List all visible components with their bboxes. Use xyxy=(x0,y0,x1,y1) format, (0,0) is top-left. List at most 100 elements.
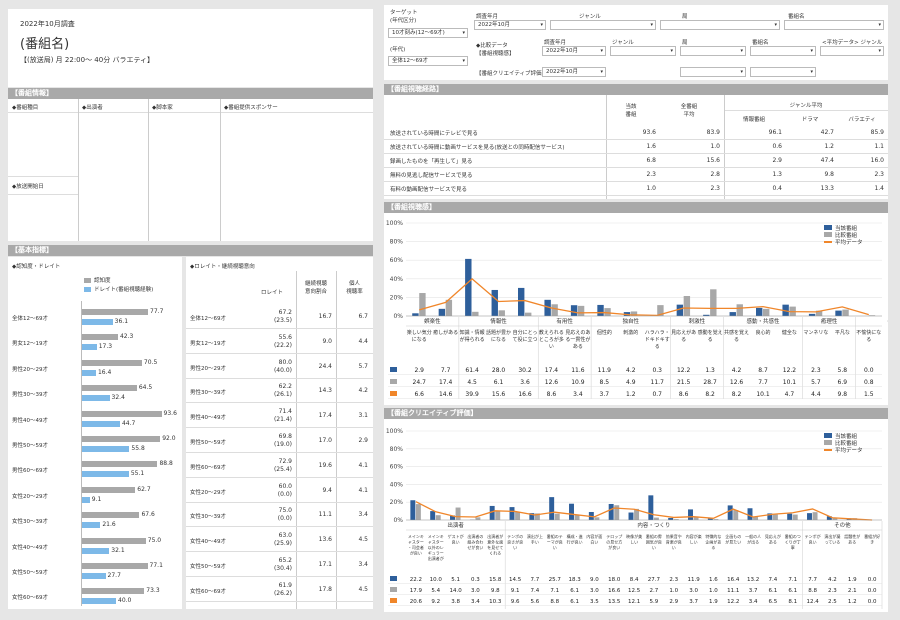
creative-table-value: 3.5 xyxy=(590,599,599,605)
feel-table-value: 0.3 xyxy=(652,367,662,374)
survey-month-select[interactable]: 2022年10月 ▾ xyxy=(474,20,546,30)
creative-bar xyxy=(529,513,535,520)
creative-category-label: ・司会者 xyxy=(408,544,424,550)
feel-table-value: 7.7 xyxy=(441,367,451,374)
feel-legend-swatch xyxy=(824,232,832,237)
feel-bar xyxy=(570,305,578,316)
broadcast-info: 【(放送局) 月 22:00～ 40分 バラエティ】 xyxy=(20,56,155,64)
feel-table-value: 2.9 xyxy=(414,367,424,374)
feel-bar xyxy=(842,309,849,316)
feel-category-label: ある xyxy=(573,344,583,350)
feel-category-label: になる xyxy=(412,336,427,343)
creative-category-label: 行が良い xyxy=(567,539,583,545)
retention-row-line xyxy=(186,600,373,602)
creative-table-value: 5.4 xyxy=(431,588,440,594)
feel-bar xyxy=(577,305,585,316)
feel-group-label: 有用性 xyxy=(556,317,573,325)
retention-row-line xyxy=(186,427,373,429)
trait-bar xyxy=(82,547,110,554)
creative-table-value: 2.3 xyxy=(828,588,837,594)
creative-bar xyxy=(554,513,560,520)
route-sub-info: 情報番組 xyxy=(742,117,765,123)
retention-row-label: 男性20～29才 xyxy=(190,365,226,372)
awareness-row-label: 男性60～69才 xyxy=(12,468,48,475)
trait-bar xyxy=(82,344,97,351)
feel-table-swatch xyxy=(390,367,397,372)
avg-genre-select[interactable]: ▾ xyxy=(820,46,884,56)
feel-bar xyxy=(630,311,638,316)
program-select[interactable]: ▾ xyxy=(784,20,884,30)
feel-bar xyxy=(525,312,532,316)
awareness-bar xyxy=(82,461,158,468)
creative-table-value: 6.5 xyxy=(769,599,778,605)
feel-bar xyxy=(438,308,446,316)
feel-table-value: 8.7 xyxy=(758,367,768,374)
creative-legend-label: 当該番組 xyxy=(835,432,858,440)
creative-category-label: き xyxy=(870,540,874,545)
creative-table-value: 13.5 xyxy=(608,599,621,605)
survey-month: 2022年10月調査 xyxy=(20,20,75,28)
compare-month-select[interactable]: 2022年10月 ▾ xyxy=(542,46,606,56)
route-value: 2.8 xyxy=(710,171,720,178)
feel-bar xyxy=(472,311,479,316)
trait-value: 36.1 xyxy=(114,318,129,325)
retention-row-label: 女性60～69才 xyxy=(190,588,226,595)
creative-table-value: 9.2 xyxy=(431,599,440,605)
feel-table-value: 9.8 xyxy=(838,391,848,398)
creative-bar xyxy=(455,507,461,520)
creative-table-value: 2.7 xyxy=(650,588,659,594)
compare-genre-select[interactable]: ▾ xyxy=(610,46,676,56)
personal-rating: 4.5 xyxy=(358,585,368,593)
creative-category-label: 音楽が良 xyxy=(666,539,682,545)
awareness-value: 92.0 xyxy=(162,435,176,442)
creative-category-label: の見せ方 xyxy=(606,539,622,545)
feel-table-value: 8.6 xyxy=(547,391,557,398)
creative-month-select[interactable]: 2022年10月 ▾ xyxy=(542,67,606,77)
creative-station-select[interactable]: ▾ xyxy=(680,67,746,77)
feel-category-label: る一貫性が xyxy=(565,336,590,343)
feel-bar xyxy=(676,304,684,316)
creative-program-select[interactable]: ▾ xyxy=(750,67,816,77)
creative-category-label: 話題性が xyxy=(844,533,860,539)
feel-bar xyxy=(683,296,691,316)
creative-category-label: 見応えが xyxy=(765,533,781,539)
creative-table-swatch xyxy=(390,587,397,592)
station-select[interactable]: ▾ xyxy=(660,20,780,30)
creative-table-value: 8.4 xyxy=(630,577,639,583)
retention-rate-paren: (30.4) xyxy=(273,565,292,572)
creative-bar xyxy=(648,495,654,520)
target-select[interactable]: 10才刻み(12～69才) ▾ xyxy=(388,28,468,38)
route-value: 2.3 xyxy=(874,171,884,178)
feel-category-label: 健全な xyxy=(782,329,797,336)
route-value: 83.9 xyxy=(706,129,720,136)
creative-category-label: る xyxy=(711,544,715,550)
creative-table-value: 3.0 xyxy=(471,588,480,594)
age-select[interactable]: 全体12～69才 ▾ xyxy=(388,56,468,66)
feel-category-label: 教えられる xyxy=(539,329,564,336)
creative-table-value: 12.4 xyxy=(806,599,819,605)
route-value: 2.3 xyxy=(710,185,720,192)
personal-rating: 4.4 xyxy=(358,337,368,345)
avg-genre-label: <平均データ> ジャンル xyxy=(822,40,883,46)
trait-value: 9.1 xyxy=(91,495,102,503)
feel-table-value: 0.8 xyxy=(864,379,874,386)
awareness-bar xyxy=(82,512,140,519)
trait-value: 32.4 xyxy=(111,394,125,402)
compare-station-select[interactable]: ▾ xyxy=(680,46,746,56)
feel-bar xyxy=(710,289,717,316)
creative-category-label: ゲストが xyxy=(448,533,464,539)
retention-rate: 69.8 xyxy=(278,433,292,440)
retention-rate-paren: (21.4) xyxy=(273,416,292,424)
creative-category-label: が出る xyxy=(747,539,759,545)
creative-bar xyxy=(549,497,555,520)
genre-select[interactable]: ▾ xyxy=(550,20,656,30)
trait-bar xyxy=(82,471,129,478)
feel-bar xyxy=(518,287,525,316)
creative-bar xyxy=(688,509,693,520)
creative-table-value: 11.9 xyxy=(687,577,700,583)
creative-bar xyxy=(534,513,540,520)
info-col-sponsor: ◆番組提供スポンサー xyxy=(224,105,278,111)
feel-table-value: 12.6 xyxy=(545,379,559,386)
creative-category-label: 囲気が良 xyxy=(646,539,662,545)
compare-program-select[interactable]: ▾ xyxy=(750,46,816,56)
